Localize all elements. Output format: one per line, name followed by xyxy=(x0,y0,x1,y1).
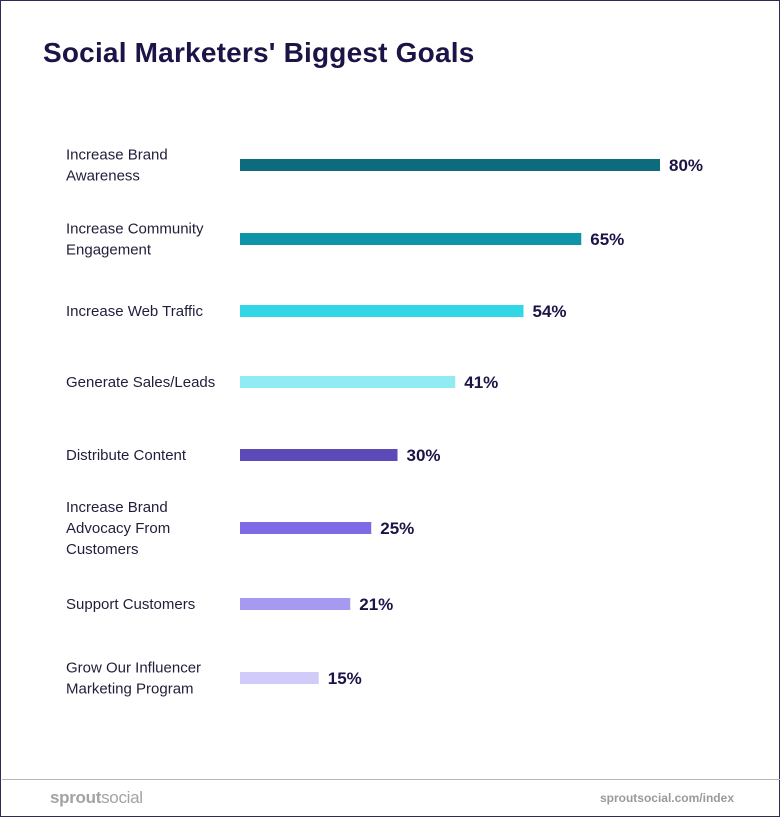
value-label-5: 30% xyxy=(407,446,441,465)
footer-divider xyxy=(2,779,780,780)
bar-5 xyxy=(240,449,398,461)
value-label-7: 21% xyxy=(359,595,393,614)
category-label-6: Increase Brand Advocacy From Customers xyxy=(66,499,170,558)
bar-8 xyxy=(240,672,319,684)
chart-title: Social Marketers' Biggest Goals xyxy=(43,37,475,68)
sproutsocial-logo: sproutsocial xyxy=(50,788,143,807)
category-label-2: Increase Community Engagement xyxy=(66,221,204,259)
category-label-7: Support Customers xyxy=(66,596,195,613)
category-label-5: Distribute Content xyxy=(66,447,187,464)
bar-4 xyxy=(240,376,456,388)
value-label-3: 54% xyxy=(533,302,567,321)
value-label-4: 41% xyxy=(464,373,498,392)
bar-chart: 80% Increase Brand Awareness 65% Increase Co… xyxy=(66,147,703,698)
value-label-2: 65% xyxy=(590,230,624,249)
bar-6 xyxy=(240,522,372,534)
bar-2 xyxy=(240,233,582,245)
category-label-4: Generate Sales/Leads xyxy=(66,374,215,391)
category-label-3: Increase Web Traffic xyxy=(66,303,204,320)
bar-1 xyxy=(240,159,660,171)
bar-7 xyxy=(240,598,351,610)
footer-url: sproutsocial.com/index xyxy=(599,791,734,805)
category-label-8: Grow Our Influencer Marketing Program xyxy=(66,660,201,698)
value-label-1: 80% xyxy=(669,156,703,175)
category-label-1: Increase Brand Awareness xyxy=(66,147,168,185)
bar-3 xyxy=(240,305,524,317)
value-label-8: 15% xyxy=(328,669,362,688)
value-label-6: 25% xyxy=(380,519,414,538)
